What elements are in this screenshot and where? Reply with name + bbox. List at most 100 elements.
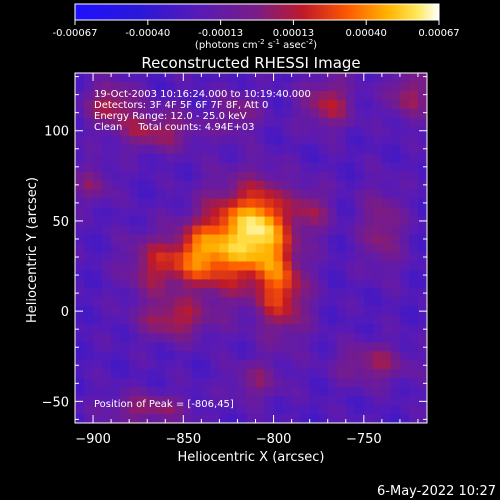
heatmap-cell bbox=[246, 252, 257, 263]
heatmap-cell bbox=[345, 252, 356, 263]
heatmap-cell bbox=[111, 90, 121, 101]
heatmap-cell bbox=[381, 369, 392, 379]
heatmap-cell bbox=[390, 171, 401, 182]
heatmap-cell bbox=[327, 234, 338, 245]
heatmap-cell bbox=[282, 333, 293, 343]
heatmap-cell bbox=[120, 216, 130, 227]
heatmap-cell bbox=[129, 378, 139, 388]
heatmap-cell bbox=[84, 81, 94, 92]
heatmap-cell bbox=[345, 234, 356, 245]
heatmap-cell bbox=[273, 270, 284, 281]
colorbar-tick-label: -0.00040 bbox=[125, 28, 170, 39]
heatmap-cell bbox=[201, 279, 211, 289]
heatmap-cell bbox=[138, 378, 148, 388]
heatmap-cell bbox=[138, 216, 148, 227]
heatmap-cell bbox=[399, 135, 410, 146]
heatmap-cell bbox=[372, 387, 383, 397]
heatmap-cell bbox=[219, 117, 230, 128]
heatmap-cell bbox=[174, 153, 184, 164]
heatmap-cell bbox=[210, 315, 221, 325]
heatmap-cell bbox=[75, 234, 85, 245]
heatmap-cell bbox=[264, 351, 275, 361]
heatmap-cell bbox=[219, 324, 230, 334]
heatmap-cell bbox=[84, 171, 94, 182]
heatmap-cell bbox=[273, 180, 284, 191]
heatmap-cell bbox=[381, 387, 392, 397]
heatmap-cell bbox=[282, 216, 293, 227]
heatmap-cell bbox=[282, 108, 293, 119]
heatmap-cell bbox=[237, 360, 248, 370]
heatmap-cell bbox=[111, 333, 121, 343]
heatmap-cell bbox=[174, 81, 184, 92]
heatmap-cell bbox=[192, 207, 202, 218]
heatmap-cell bbox=[309, 288, 320, 298]
heatmap-cell bbox=[255, 270, 266, 281]
heatmap-cell bbox=[390, 252, 401, 263]
heatmap-cell bbox=[120, 279, 130, 289]
heatmap-cell bbox=[318, 306, 329, 316]
heatmap-cell bbox=[210, 90, 221, 101]
heatmap-cell bbox=[282, 162, 293, 173]
heatmap-cell bbox=[300, 126, 311, 137]
heatmap-cell bbox=[93, 387, 103, 397]
heatmap-cell bbox=[111, 369, 121, 379]
heatmap-cell bbox=[282, 297, 293, 307]
heatmap-cell bbox=[354, 261, 365, 272]
heatmap-cell bbox=[219, 342, 230, 352]
heatmap-cell bbox=[183, 207, 193, 218]
heatmap-cell bbox=[264, 108, 275, 119]
heatmap-cell bbox=[381, 180, 392, 191]
heatmap-cell bbox=[129, 279, 139, 289]
heatmap-cell bbox=[147, 315, 157, 325]
heatmap-cell bbox=[273, 378, 284, 388]
heatmap-cell bbox=[345, 198, 356, 209]
heatmap-cell bbox=[201, 189, 211, 200]
heatmap-cell bbox=[138, 288, 148, 298]
heatmap-cell bbox=[147, 414, 157, 423]
heatmap-cell bbox=[246, 108, 257, 119]
heatmap-cell bbox=[228, 225, 239, 236]
heatmap-cell bbox=[273, 99, 284, 110]
heatmap-cell bbox=[327, 216, 338, 227]
heatmap-cell bbox=[282, 387, 293, 397]
heatmap-cell bbox=[318, 126, 329, 137]
heatmap-cell bbox=[408, 189, 419, 200]
heatmap-cell bbox=[381, 189, 392, 200]
heatmap-cell bbox=[354, 144, 365, 155]
heatmap-cell bbox=[237, 414, 248, 423]
heatmap-cell bbox=[219, 252, 230, 263]
heatmap-cell bbox=[291, 405, 302, 415]
heatmap-cell bbox=[273, 405, 284, 415]
heatmap-cell bbox=[399, 144, 410, 155]
heatmap-cell bbox=[156, 216, 166, 227]
heatmap-cell bbox=[318, 378, 329, 388]
heatmap-cell bbox=[291, 162, 302, 173]
heatmap-cell bbox=[111, 144, 121, 155]
heatmap-cell bbox=[300, 360, 311, 370]
heatmap-cell bbox=[282, 396, 293, 406]
heatmap-cell bbox=[129, 315, 139, 325]
heatmap-cell bbox=[192, 351, 202, 361]
heatmap-cell bbox=[255, 378, 266, 388]
heatmap-cell bbox=[309, 171, 320, 182]
heatmap-cell bbox=[390, 216, 401, 227]
heatmap-cell bbox=[111, 189, 121, 200]
heatmap-cell bbox=[354, 135, 365, 146]
heatmap-cell bbox=[111, 405, 121, 415]
heatmap-cell bbox=[165, 99, 175, 110]
heatmap-cell bbox=[390, 306, 401, 316]
heatmap-cell bbox=[318, 396, 329, 406]
heatmap-cell bbox=[219, 270, 230, 281]
heatmap-cell bbox=[120, 333, 130, 343]
heatmap-cell bbox=[354, 387, 365, 397]
heatmap-cell bbox=[84, 162, 94, 173]
heatmap-cell bbox=[75, 171, 85, 182]
heatmap-cell bbox=[102, 73, 112, 83]
heatmap-cell bbox=[174, 351, 184, 361]
heatmap-cell bbox=[174, 243, 184, 254]
heatmap-cell bbox=[336, 225, 347, 236]
heatmap-cell bbox=[102, 306, 112, 316]
heatmap-cell bbox=[336, 396, 347, 406]
heatmap-cell bbox=[174, 378, 184, 388]
heatmap-cell bbox=[174, 135, 184, 146]
